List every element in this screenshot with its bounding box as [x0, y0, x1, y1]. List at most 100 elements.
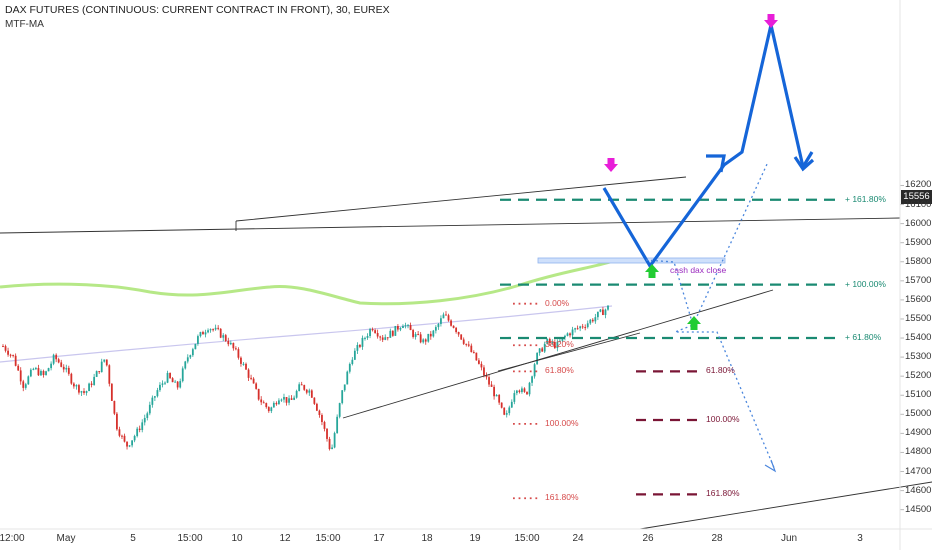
candle-body: [179, 381, 182, 388]
lower-bound-line: [639, 481, 932, 530]
candle-body: [581, 326, 584, 328]
candle-body: [217, 327, 220, 329]
x-tick-label: May: [56, 533, 76, 544]
candle-body: [17, 365, 20, 371]
fib-label: cash dax close: [670, 265, 727, 275]
x-tick-label: 15:00: [315, 533, 341, 544]
candle-body: [169, 372, 171, 379]
candle-body: [465, 343, 468, 345]
candle-body: [351, 359, 354, 364]
y-tick-label: 14600: [905, 484, 932, 496]
candle-body: [460, 334, 463, 340]
candle-body: [62, 366, 65, 370]
candle-body: [336, 416, 339, 434]
candle-body: [528, 382, 531, 395]
candle-body: [515, 390, 518, 394]
candle-body: [404, 325, 407, 327]
x-tick-label: 12: [279, 533, 291, 544]
candle-body: [255, 383, 258, 389]
arrowhead: [764, 459, 777, 473]
candle-body: [229, 342, 232, 345]
candle-body: [65, 367, 68, 370]
candle-body: [27, 376, 30, 385]
candle-body: [275, 402, 278, 405]
bearish-projection-dotted: [645, 259, 776, 471]
candle-body: [148, 404, 151, 414]
candle-body: [356, 344, 359, 351]
candle-body: [7, 350, 9, 355]
candle-body: [245, 363, 247, 370]
candle-body: [14, 355, 17, 366]
candle-body: [29, 369, 32, 377]
candle-body: [381, 337, 384, 340]
candle-body: [361, 337, 364, 347]
candle-body: [498, 394, 501, 403]
candle-body: [252, 378, 255, 384]
candle-body: [308, 390, 311, 393]
candle-body: [543, 343, 546, 352]
y-tick-label: 15900: [905, 236, 932, 248]
candle-body: [298, 384, 301, 391]
candle-body: [110, 383, 113, 401]
candle-body: [399, 327, 402, 330]
candle-body: [55, 354, 58, 360]
candle-body: [47, 368, 50, 372]
arrowhead: [706, 154, 726, 173]
candle-body: [531, 376, 533, 383]
candle-body: [191, 349, 194, 356]
x-tick-label: 15:00: [177, 533, 203, 544]
candle-body: [412, 330, 414, 337]
candle-body: [571, 329, 574, 336]
candle-body: [70, 373, 73, 384]
candle-body: [331, 447, 333, 450]
candle-body: [427, 333, 430, 342]
moving-averages: [0, 260, 613, 363]
x-tick-label: Jun: [780, 533, 798, 544]
candle-body: [500, 402, 503, 408]
candle-body: [133, 436, 136, 441]
candle-body: [434, 327, 437, 331]
candle-body: [78, 385, 80, 393]
alt-projection-dotted: [692, 161, 769, 326]
candle-body: [323, 422, 326, 429]
candle-body: [199, 332, 202, 337]
candle-body: [480, 363, 483, 368]
candle-body: [338, 403, 341, 417]
candle-body: [83, 391, 85, 393]
candle-body: [369, 329, 371, 337]
x-tick-label: 3: [857, 533, 863, 544]
candle-body: [45, 371, 47, 376]
candle-body: [240, 357, 242, 364]
candle-body: [485, 375, 488, 378]
candle-body: [202, 332, 204, 335]
x-tick-label: 28: [711, 533, 723, 544]
y-tick-label: 16000: [905, 217, 932, 229]
candle-body: [242, 363, 245, 365]
candle-body: [591, 319, 594, 322]
candle-body: [379, 336, 382, 338]
y-tick-label: 15800: [905, 255, 932, 267]
candle-body: [564, 335, 566, 338]
fib-label: 61.80%: [545, 365, 574, 376]
candle-body: [270, 407, 273, 412]
candle-body: [303, 385, 306, 390]
ma-green-line: [0, 260, 611, 306]
candle-body: [510, 401, 513, 408]
candle-body: [422, 339, 425, 343]
candle-body: [143, 417, 146, 423]
candle-body: [118, 429, 121, 436]
candle-body: [131, 440, 134, 446]
candle-body: [318, 410, 321, 415]
buy-arrow: [687, 316, 701, 330]
ma-lavender-line: [0, 305, 613, 363]
y-tick-label: 15600: [905, 293, 932, 305]
x-tick-label: 17: [373, 533, 385, 544]
candle-body: [232, 342, 235, 349]
fib-label: 161.80%: [706, 488, 740, 499]
candle-body: [371, 329, 374, 331]
bullish-projection: [602, 24, 814, 269]
candle-body: [310, 390, 313, 398]
candle-body: [265, 403, 268, 408]
candle-body: [475, 352, 478, 361]
